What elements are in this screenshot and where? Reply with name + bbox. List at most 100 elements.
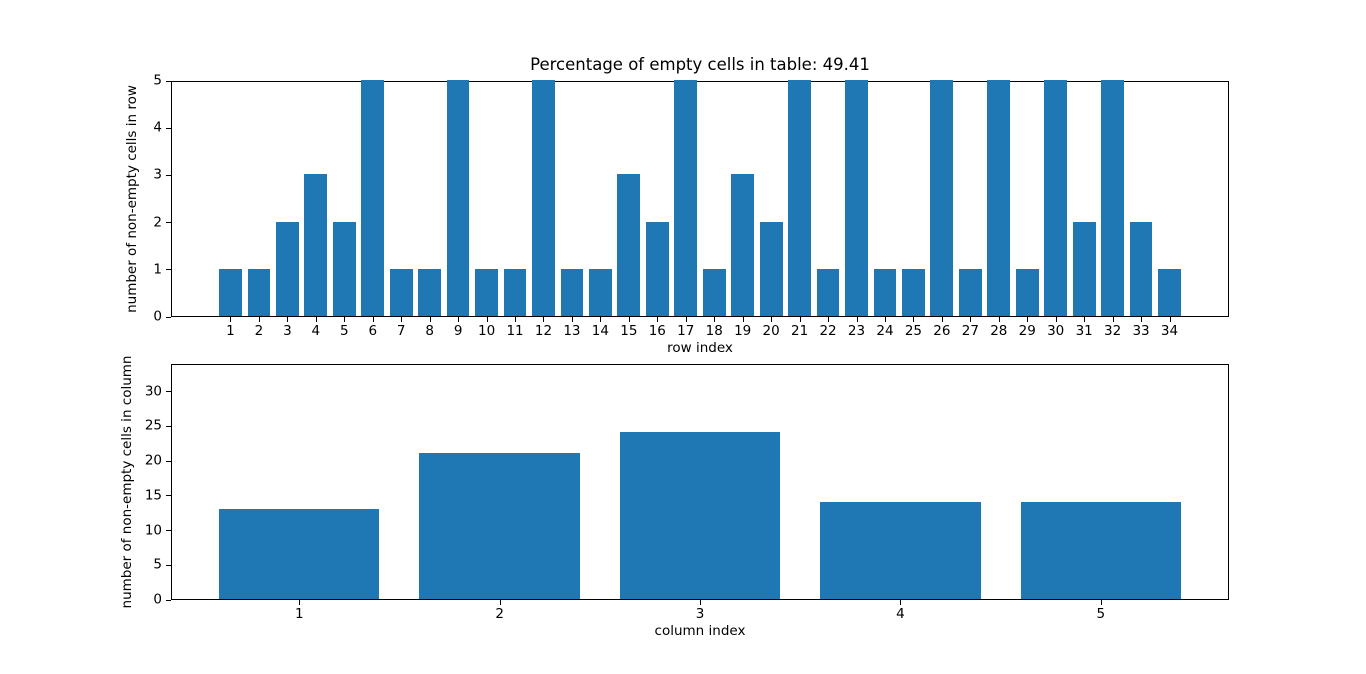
bar bbox=[619, 432, 781, 599]
bar bbox=[503, 268, 527, 316]
x-tick bbox=[828, 317, 830, 322]
chart-title: Percentage of empty cells in table: 49.4… bbox=[530, 55, 870, 74]
bar bbox=[1015, 268, 1039, 316]
x-tick-label: 10 bbox=[477, 323, 496, 339]
x-tick bbox=[230, 317, 232, 322]
y-tick-label: 4 bbox=[153, 119, 162, 136]
y-tick bbox=[166, 127, 171, 129]
x-tick-label: 14 bbox=[591, 323, 609, 339]
x-tick bbox=[1027, 317, 1029, 322]
y-tick bbox=[166, 316, 171, 318]
y-tick-label: 0 bbox=[153, 591, 162, 608]
x-tick bbox=[685, 317, 687, 322]
x-tick bbox=[600, 317, 602, 322]
bar bbox=[446, 80, 470, 316]
x-tick bbox=[499, 600, 501, 605]
x-tick bbox=[429, 317, 431, 322]
y-tick bbox=[166, 495, 171, 497]
x-tick bbox=[1055, 317, 1057, 322]
x-tick-label: 31 bbox=[1075, 323, 1093, 339]
x-tick bbox=[299, 600, 301, 605]
rows-x-axis-label: row index bbox=[667, 340, 733, 356]
x-tick bbox=[771, 317, 773, 322]
y-tick-label: 5 bbox=[153, 556, 162, 573]
x-tick bbox=[700, 600, 701, 605]
x-tick bbox=[543, 317, 545, 322]
bar bbox=[702, 268, 726, 316]
x-tick bbox=[486, 317, 488, 322]
x-tick-label: 15 bbox=[620, 323, 638, 339]
y-tick bbox=[166, 269, 171, 271]
x-tick bbox=[258, 317, 260, 322]
y-tick-label: 5 bbox=[153, 72, 162, 89]
bar bbox=[1158, 268, 1181, 316]
x-tick-label: 19 bbox=[734, 323, 752, 339]
bar bbox=[419, 453, 580, 599]
x-tick bbox=[998, 317, 1000, 322]
x-tick-label: 3 bbox=[283, 323, 292, 339]
bar bbox=[902, 268, 925, 316]
x-tick-label: 16 bbox=[648, 323, 666, 339]
x-tick bbox=[742, 317, 744, 322]
x-tick bbox=[315, 317, 317, 322]
x-tick bbox=[1169, 317, 1171, 322]
x-tick-label: 21 bbox=[791, 323, 809, 339]
x-tick-label: 2 bbox=[495, 606, 504, 622]
x-tick bbox=[913, 317, 915, 322]
y-tick-label: 20 bbox=[144, 452, 162, 469]
x-tick bbox=[571, 317, 573, 322]
y-tick-label: 1 bbox=[153, 261, 162, 278]
x-tick-label: 7 bbox=[396, 323, 406, 339]
x-tick-label: 28 bbox=[990, 323, 1008, 339]
y-tick-label: 25 bbox=[144, 417, 162, 434]
bar bbox=[361, 80, 385, 316]
x-tick-label: 24 bbox=[876, 323, 894, 339]
bar bbox=[759, 221, 783, 316]
y-tick-label: 3 bbox=[153, 166, 162, 183]
x-tick bbox=[628, 317, 630, 322]
y-tick bbox=[166, 530, 171, 532]
x-tick-label: 32 bbox=[1104, 323, 1122, 339]
bar bbox=[389, 268, 413, 316]
y-tick-label: 15 bbox=[144, 487, 162, 504]
bar bbox=[589, 268, 612, 316]
x-tick-label: 11 bbox=[506, 323, 524, 339]
x-tick-label: 22 bbox=[819, 323, 837, 339]
x-tick-label: 6 bbox=[368, 323, 378, 339]
x-tick bbox=[1100, 600, 1102, 605]
x-tick-label: 27 bbox=[961, 323, 979, 339]
x-tick-label: 4 bbox=[311, 323, 321, 339]
bar bbox=[560, 268, 584, 316]
bar bbox=[1072, 221, 1096, 316]
x-tick bbox=[458, 317, 460, 322]
columns-y-axis-label: number of non-empty cells in column bbox=[119, 355, 135, 609]
x-tick bbox=[941, 317, 943, 322]
x-tick-label: 29 bbox=[1018, 323, 1036, 339]
columns-plot-area bbox=[171, 364, 1229, 600]
x-tick-label: 8 bbox=[425, 323, 434, 339]
x-tick-label: 12 bbox=[534, 323, 553, 339]
x-tick bbox=[900, 600, 902, 605]
x-tick-label: 5 bbox=[1096, 606, 1106, 622]
x-tick-label: 26 bbox=[933, 323, 951, 339]
x-tick-label: 33 bbox=[1132, 323, 1150, 339]
bar bbox=[276, 221, 299, 316]
x-tick bbox=[1112, 317, 1114, 322]
x-tick-label: 34 bbox=[1160, 323, 1179, 339]
x-tick bbox=[372, 317, 374, 322]
bar bbox=[475, 268, 498, 316]
y-tick bbox=[166, 425, 171, 427]
x-tick-label: 23 bbox=[847, 323, 866, 339]
bar bbox=[873, 268, 897, 316]
bar bbox=[820, 501, 981, 599]
x-tick-label: 1 bbox=[294, 606, 304, 622]
bar bbox=[1101, 80, 1124, 316]
x-tick-label: 20 bbox=[762, 323, 780, 339]
rows-bar-chart: Percentage of empty cells in table: 49.4… bbox=[124, 55, 1229, 356]
x-tick bbox=[1084, 317, 1086, 322]
bar bbox=[247, 268, 271, 316]
y-tick bbox=[166, 599, 171, 601]
x-tick bbox=[714, 317, 716, 322]
x-tick bbox=[884, 317, 886, 322]
